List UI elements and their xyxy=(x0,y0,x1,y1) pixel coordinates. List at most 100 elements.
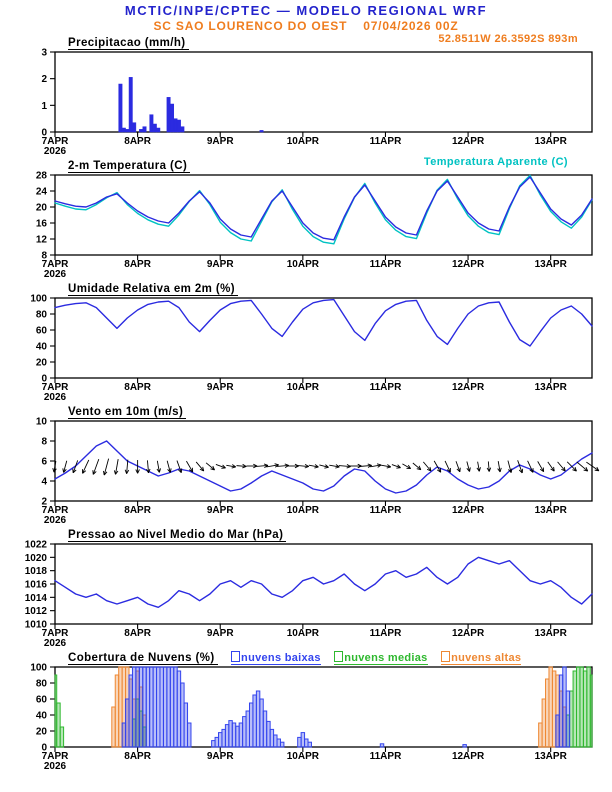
svg-text:11APR: 11APR xyxy=(370,628,402,639)
svg-text:8APR: 8APR xyxy=(124,505,151,516)
svg-text:16: 16 xyxy=(36,219,48,230)
svg-text:0: 0 xyxy=(41,374,47,385)
svg-text:9APR: 9APR xyxy=(207,505,234,516)
svg-text:100: 100 xyxy=(30,663,47,674)
panel-temperature: 2-m Temperatura (C) Temperatura Aparente… xyxy=(0,156,612,279)
panel-pressure: Pressao ao Nivel Medio do Mar (hPa) 1010… xyxy=(0,525,612,648)
svg-text:11APR: 11APR xyxy=(370,382,402,393)
svg-text:2026: 2026 xyxy=(44,515,67,525)
svg-text:12APR: 12APR xyxy=(452,751,485,762)
panel-humidity: Umidade Relativa em 2m (%) 0 20 40 60 80 100 7… xyxy=(0,279,612,402)
panel-clouds: Cobertura de Nuvens (%) nuvens baixas nu… xyxy=(0,648,612,771)
station-name: SC SAO LOURENCO DO OEST xyxy=(153,19,348,33)
svg-text:1016: 1016 xyxy=(25,580,48,591)
apparent-temperature-label: Temperatura Aparente (C) xyxy=(423,156,568,168)
svg-text:13APR: 13APR xyxy=(535,505,568,516)
svg-text:7APR: 7APR xyxy=(42,259,69,270)
svg-text:4: 4 xyxy=(41,477,47,488)
svg-text:1010: 1010 xyxy=(25,620,48,631)
svg-text:2026: 2026 xyxy=(44,761,67,771)
svg-text:100: 100 xyxy=(30,294,47,305)
svg-text:9APR: 9APR xyxy=(207,259,234,270)
page-subtitle: SC SAO LOURENCO DO OEST 07/04/2026 00Z xyxy=(0,19,612,33)
svg-text:9APR: 9APR xyxy=(207,382,234,393)
panel-precipitation: Precipitacao (mm/h) 52.8511W 26.3592S 89… xyxy=(0,33,612,156)
svg-text:80: 80 xyxy=(36,310,48,321)
svg-text:11APR: 11APR xyxy=(370,751,402,762)
page-title: MCTIC/INPE/CPTEC — MODELO REGIONAL WRF xyxy=(124,3,488,18)
legend-high-clouds: nuvens altas xyxy=(441,651,522,665)
svg-text:2: 2 xyxy=(41,74,47,85)
svg-text:12APR: 12APR xyxy=(452,505,485,516)
svg-text:8APR: 8APR xyxy=(124,259,151,270)
svg-text:0: 0 xyxy=(41,743,47,754)
legend-mid-clouds: nuvens medias xyxy=(334,651,428,665)
svg-text:0: 0 xyxy=(41,128,47,139)
svg-text:10APR: 10APR xyxy=(287,382,320,393)
svg-text:2026: 2026 xyxy=(44,638,67,648)
svg-text:8APR: 8APR xyxy=(124,628,151,639)
svg-text:10APR: 10APR xyxy=(287,259,320,270)
svg-text:7APR: 7APR xyxy=(42,136,69,147)
svg-text:8: 8 xyxy=(41,437,47,448)
svg-text:60: 60 xyxy=(36,695,48,706)
svg-text:80: 80 xyxy=(36,679,48,690)
svg-text:10APR: 10APR xyxy=(287,505,320,516)
svg-text:2: 2 xyxy=(41,497,47,508)
svg-text:40: 40 xyxy=(36,711,48,722)
svg-text:1: 1 xyxy=(41,101,47,112)
svg-text:12: 12 xyxy=(36,235,48,246)
svg-text:28: 28 xyxy=(36,171,48,182)
svg-text:1014: 1014 xyxy=(25,593,48,604)
pressure-title: Pressao ao Nivel Medio do Mar (hPa) xyxy=(68,529,287,542)
svg-text:8: 8 xyxy=(41,251,47,262)
svg-text:12APR: 12APR xyxy=(452,136,485,147)
svg-text:7APR: 7APR xyxy=(42,505,69,516)
svg-text:10APR: 10APR xyxy=(287,136,320,147)
clouds-title: Cobertura de Nuvens (%) xyxy=(68,652,218,665)
svg-text:20: 20 xyxy=(36,358,48,369)
svg-text:11APR: 11APR xyxy=(370,505,402,516)
precipitation-title: Precipitacao (mm/h) xyxy=(68,37,189,50)
svg-text:10: 10 xyxy=(36,417,48,428)
svg-text:2026: 2026 xyxy=(44,269,67,279)
svg-text:12APR: 12APR xyxy=(452,259,485,270)
svg-text:7APR: 7APR xyxy=(42,382,69,393)
legend-low-clouds: nuvens baixas xyxy=(231,651,321,665)
run-datetime: 07/04/2026 00Z xyxy=(363,19,459,33)
humidity-title: Umidade Relativa em 2m (%) xyxy=(68,283,238,296)
svg-text:8APR: 8APR xyxy=(124,136,151,147)
svg-text:13APR: 13APR xyxy=(535,136,568,147)
svg-text:13APR: 13APR xyxy=(535,628,568,639)
svg-text:1022: 1022 xyxy=(25,540,48,551)
svg-text:13APR: 13APR xyxy=(535,751,568,762)
svg-text:20: 20 xyxy=(36,203,48,214)
svg-text:1012: 1012 xyxy=(25,606,48,617)
low-clouds-swatch-icon xyxy=(231,651,241,662)
svg-text:12APR: 12APR xyxy=(452,628,485,639)
svg-text:8APR: 8APR xyxy=(124,382,151,393)
svg-text:9APR: 9APR xyxy=(207,751,234,762)
svg-text:11APR: 11APR xyxy=(370,259,402,270)
panel-wind: Vento em 10m (m/s) 2 4 6 8 10 7APR 2026 8APR 9AP… xyxy=(0,402,612,525)
svg-text:12APR: 12APR xyxy=(452,382,485,393)
svg-text:1020: 1020 xyxy=(25,553,48,564)
svg-text:8APR: 8APR xyxy=(124,751,151,762)
svg-text:7APR: 7APR xyxy=(42,628,69,639)
svg-text:10APR: 10APR xyxy=(287,628,320,639)
svg-text:13APR: 13APR xyxy=(535,259,568,270)
svg-text:10APR: 10APR xyxy=(287,751,320,762)
svg-text:13APR: 13APR xyxy=(535,382,568,393)
temperature-title: 2-m Temperatura (C) xyxy=(68,160,191,173)
high-clouds-swatch-icon xyxy=(441,651,451,662)
station-coordinates: 52.8511W 26.3592S 893m xyxy=(438,33,578,45)
svg-text:1018: 1018 xyxy=(25,566,48,577)
svg-text:24: 24 xyxy=(36,187,48,198)
page-header: MCTIC/INPE/CPTEC — MODELO REGIONAL WRF S… xyxy=(0,0,612,34)
svg-text:2026: 2026 xyxy=(44,146,67,156)
mid-clouds-swatch-icon xyxy=(334,651,344,662)
